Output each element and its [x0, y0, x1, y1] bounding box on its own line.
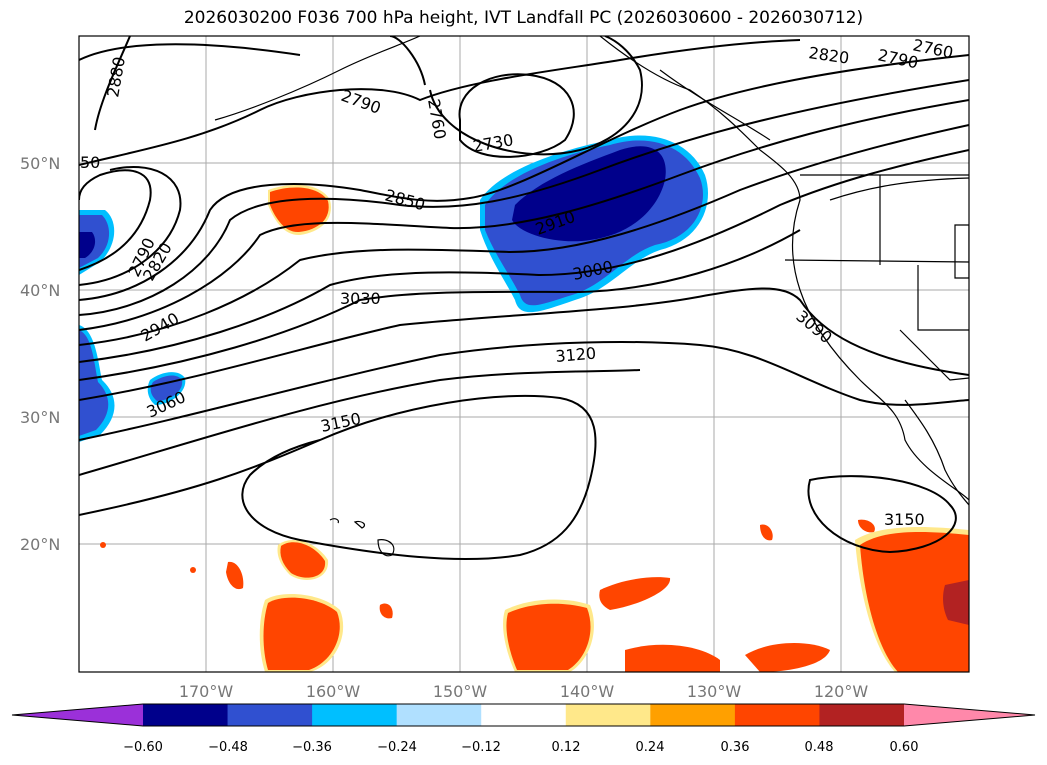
map-frame	[78, 35, 970, 673]
colorbar-tick-label: −0.24	[377, 740, 417, 755]
colorbar-segment	[481, 704, 567, 726]
longitude-labels: 170°W 160°W 150°W 140°W 130°W 120°W	[179, 682, 869, 701]
lon-label: 140°W	[560, 682, 615, 701]
lon-label: 130°W	[687, 682, 742, 701]
lon-label: 160°W	[306, 682, 361, 701]
ivt-negative-blob-west	[79, 210, 186, 442]
ivt-negative-blob-central	[480, 135, 708, 313]
colorbar	[11, 703, 1036, 727]
lat-label: 30°N	[20, 408, 60, 427]
colorbar-segment	[650, 704, 736, 726]
hawaii-islands	[329, 518, 395, 557]
colorbar-tick-label: 0.48	[805, 740, 834, 755]
colorbar-tick-label: 0.60	[890, 740, 919, 755]
ivt-positive-blobs-south	[100, 519, 969, 672]
lon-label: 170°W	[179, 682, 234, 701]
colorbar-tick-labels: −0.60 −0.48 −0.36 −0.24 −0.12 0.12 0.24 …	[123, 740, 918, 755]
colorbar-tick-label: −0.36	[292, 740, 332, 755]
colorbar-tick-label: 0.36	[721, 740, 750, 755]
contour-label: 3150	[884, 510, 925, 529]
lat-label: 40°N	[20, 281, 60, 300]
colorbar-segment	[565, 704, 651, 726]
lat-label: 50°N	[20, 154, 60, 173]
colorbar-extend-left	[12, 704, 143, 726]
colorbar-segment	[143, 704, 229, 726]
colorbar-segment	[227, 704, 313, 726]
colorbar-tick-label: 0.12	[552, 740, 581, 755]
height-contours	[79, 36, 969, 561]
lon-label: 150°W	[433, 682, 488, 701]
colorbar-tick-label: −0.12	[461, 740, 501, 755]
contour-label: 3030	[340, 289, 381, 308]
colorbar-tick-label: 0.24	[636, 740, 665, 755]
colorbar-extend-right	[904, 704, 1035, 726]
latitude-labels: 50°N 40°N 30°N 20°N	[20, 154, 60, 554]
colorbar-tick-label: −0.48	[208, 740, 248, 755]
colorbar-segment	[312, 704, 398, 726]
lon-label: 120°W	[814, 682, 869, 701]
contour-label: 50	[80, 153, 100, 172]
map-title: 2026030200 F036 700 hPa height, IVT Land…	[183, 8, 864, 28]
contour-label: 3120	[555, 344, 597, 366]
colorbar-outline	[11, 703, 1036, 727]
coastlines	[214, 36, 969, 506]
lat-label: 20°N	[20, 535, 60, 554]
colorbar-segment	[819, 704, 905, 726]
colorbar-segment	[734, 704, 820, 726]
colorbar-tick-label: −0.60	[123, 740, 163, 755]
colorbar-segment	[396, 704, 482, 726]
